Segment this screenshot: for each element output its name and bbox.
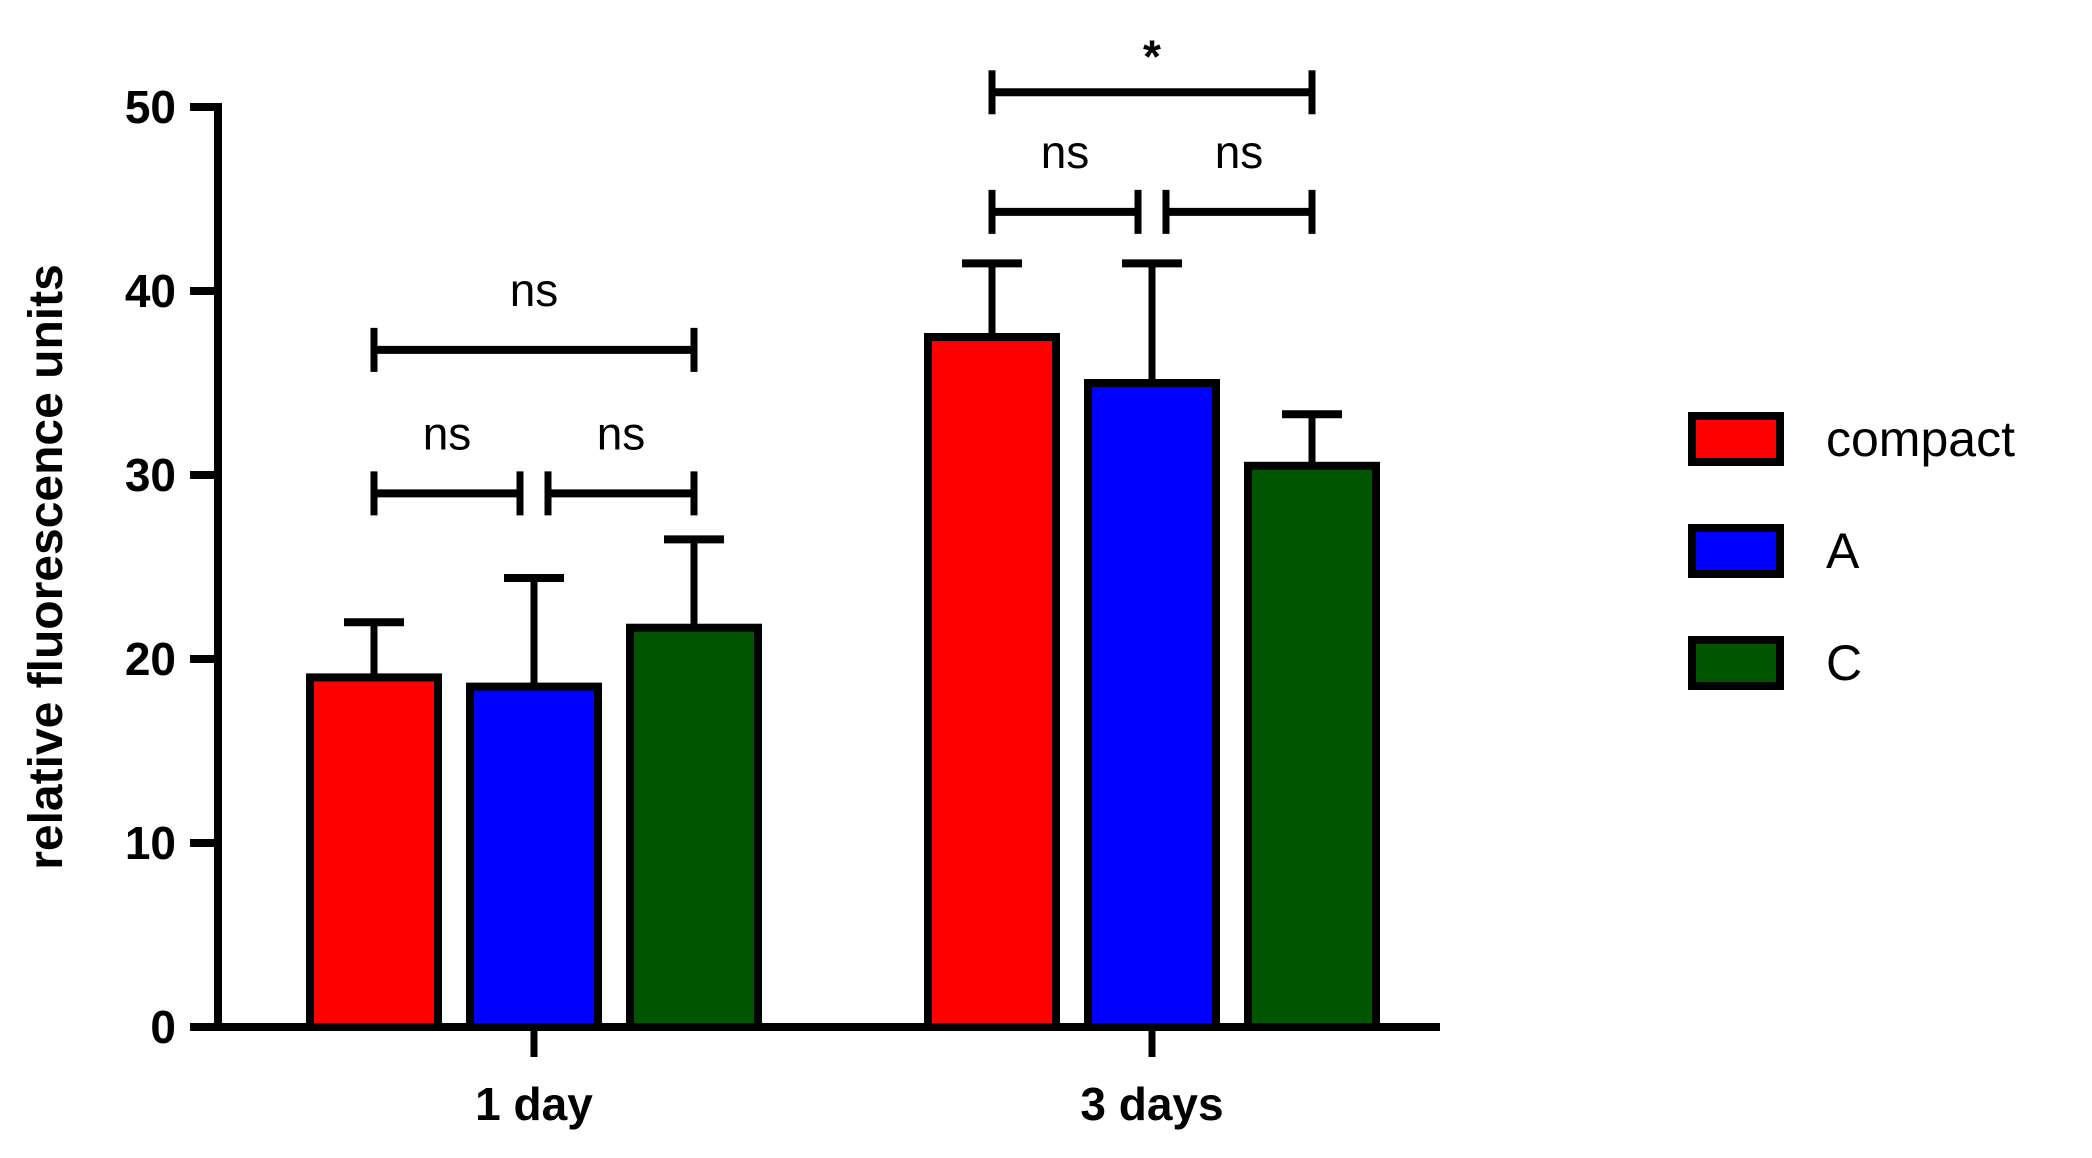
legend-swatch-a bbox=[1688, 524, 1784, 578]
legend-label: compact bbox=[1826, 411, 2015, 467]
y-tick-label: 40 bbox=[125, 265, 176, 317]
y-tick-label: 50 bbox=[125, 81, 176, 133]
significance-label: ns bbox=[423, 407, 472, 459]
x-tick-label: 3 days bbox=[1080, 1078, 1223, 1130]
bar-a bbox=[466, 682, 602, 1031]
bar-compact bbox=[306, 673, 442, 1032]
significance-label: * bbox=[1143, 30, 1161, 82]
error-bars-layer bbox=[344, 259, 1342, 687]
y-tick-label: 0 bbox=[150, 1001, 176, 1053]
y-tick-label: 20 bbox=[125, 633, 176, 685]
legend-swatch-c bbox=[1688, 636, 1784, 690]
legend-label: A bbox=[1826, 523, 1860, 579]
bar-compact bbox=[924, 333, 1060, 1031]
legend-swatch-compact bbox=[1688, 412, 1784, 466]
bar-c bbox=[626, 623, 762, 1031]
legend-label: C bbox=[1826, 635, 1862, 691]
axes: 0 10 20 30 40 50 1 day 3 days bbox=[125, 81, 1440, 1130]
y-tick-label: 10 bbox=[125, 817, 176, 869]
significance-label: ns bbox=[510, 264, 559, 316]
x-tick-label: 1 day bbox=[475, 1078, 593, 1130]
y-tick-label: 30 bbox=[125, 449, 176, 501]
significance-label: ns bbox=[597, 407, 646, 459]
significance-label: ns bbox=[1215, 126, 1264, 178]
legend: compact AC bbox=[1688, 411, 2015, 691]
y-axis-label: relative fluorescence units bbox=[20, 264, 73, 870]
bar-a bbox=[1084, 379, 1220, 1031]
bar-c bbox=[1244, 461, 1380, 1031]
significance-annotations: ns ns ns ns ns * bbox=[370, 30, 1316, 516]
significance-label: ns bbox=[1041, 126, 1090, 178]
